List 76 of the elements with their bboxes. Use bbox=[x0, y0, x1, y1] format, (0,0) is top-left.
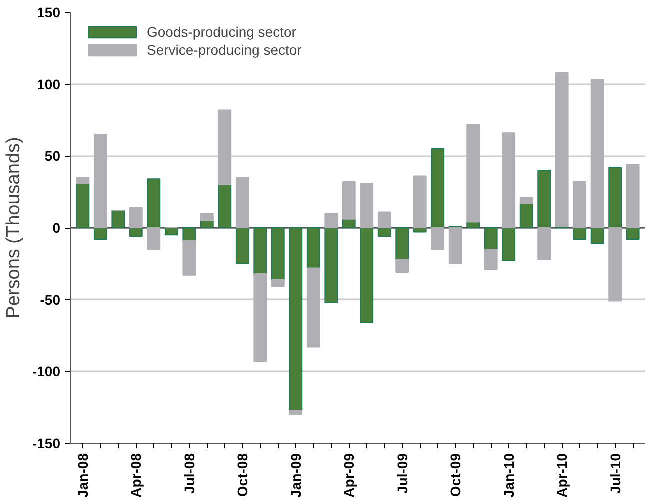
bar bbox=[448, 228, 462, 264]
bar bbox=[254, 228, 268, 274]
y-tick-label: 150 bbox=[37, 4, 61, 20]
y-tick-label: -100 bbox=[32, 364, 61, 380]
bar bbox=[94, 134, 108, 228]
bar bbox=[76, 177, 90, 184]
bar bbox=[484, 249, 498, 270]
y-tick-label: 0 bbox=[52, 220, 61, 236]
bar bbox=[271, 228, 285, 280]
bar bbox=[271, 279, 285, 288]
x-tick-label: Jul-08 bbox=[181, 453, 198, 494]
x-tick-label: Oct-09 bbox=[448, 453, 464, 498]
bar bbox=[289, 410, 303, 416]
bar bbox=[608, 228, 622, 302]
bar bbox=[360, 182, 374, 228]
y-tick-label: 100 bbox=[37, 76, 61, 92]
bar bbox=[431, 228, 445, 250]
bar bbox=[236, 228, 250, 264]
bar bbox=[502, 228, 516, 262]
bar bbox=[147, 178, 161, 228]
legend-label: Goods-producing sector bbox=[147, 24, 296, 40]
bar bbox=[182, 228, 196, 242]
bar bbox=[538, 228, 552, 260]
bar bbox=[129, 207, 143, 228]
bar bbox=[112, 210, 126, 228]
bar bbox=[396, 228, 410, 260]
bar bbox=[573, 228, 587, 240]
bar bbox=[306, 228, 320, 269]
bar bbox=[360, 228, 374, 324]
bar bbox=[306, 268, 320, 348]
legend-label: Service-producing sector bbox=[147, 42, 302, 58]
bar bbox=[342, 218, 356, 228]
bar bbox=[520, 197, 534, 204]
bar bbox=[218, 110, 232, 186]
x-tick-label: Apr-09 bbox=[341, 453, 358, 498]
bar bbox=[520, 203, 534, 228]
bar bbox=[254, 273, 268, 362]
bar bbox=[182, 240, 196, 276]
x-tick-label: Jan-08 bbox=[74, 453, 91, 498]
bar bbox=[324, 213, 338, 228]
bar bbox=[538, 170, 552, 228]
x-tick-label: Apr-08 bbox=[128, 453, 144, 498]
bar bbox=[626, 228, 640, 240]
bar bbox=[200, 213, 214, 222]
bar bbox=[147, 228, 161, 250]
bar bbox=[342, 182, 356, 220]
bar bbox=[431, 148, 445, 228]
x-tick-label: Jul-10 bbox=[607, 453, 624, 494]
bar bbox=[324, 228, 338, 304]
x-tick-label: Jan-10 bbox=[500, 453, 517, 498]
bar bbox=[218, 184, 232, 228]
y-tick-label: -50 bbox=[40, 292, 61, 308]
bar bbox=[590, 228, 604, 244]
bar bbox=[484, 228, 498, 250]
bar bbox=[502, 132, 516, 228]
x-tick-label: Apr-10 bbox=[554, 453, 570, 498]
bar bbox=[94, 228, 108, 240]
bar bbox=[76, 182, 90, 228]
bar bbox=[626, 164, 640, 228]
bar bbox=[378, 212, 392, 228]
bar bbox=[396, 259, 410, 274]
bar bbox=[289, 228, 303, 411]
bar bbox=[466, 124, 480, 223]
bar bbox=[590, 80, 604, 228]
x-tick-label: Jul-09 bbox=[394, 453, 410, 494]
bar bbox=[555, 72, 569, 228]
y-axis-title: Persons (Thousands) bbox=[3, 137, 24, 319]
y-tick-label: 50 bbox=[44, 148, 61, 164]
bar bbox=[608, 167, 622, 228]
y-tick-label: -150 bbox=[32, 436, 61, 452]
x-tick-label: Jan-09 bbox=[288, 453, 304, 498]
bar bbox=[164, 228, 178, 236]
bar bbox=[236, 177, 250, 228]
bar bbox=[573, 182, 587, 228]
bar bbox=[413, 176, 427, 228]
x-tick-label: Oct-08 bbox=[234, 453, 251, 498]
